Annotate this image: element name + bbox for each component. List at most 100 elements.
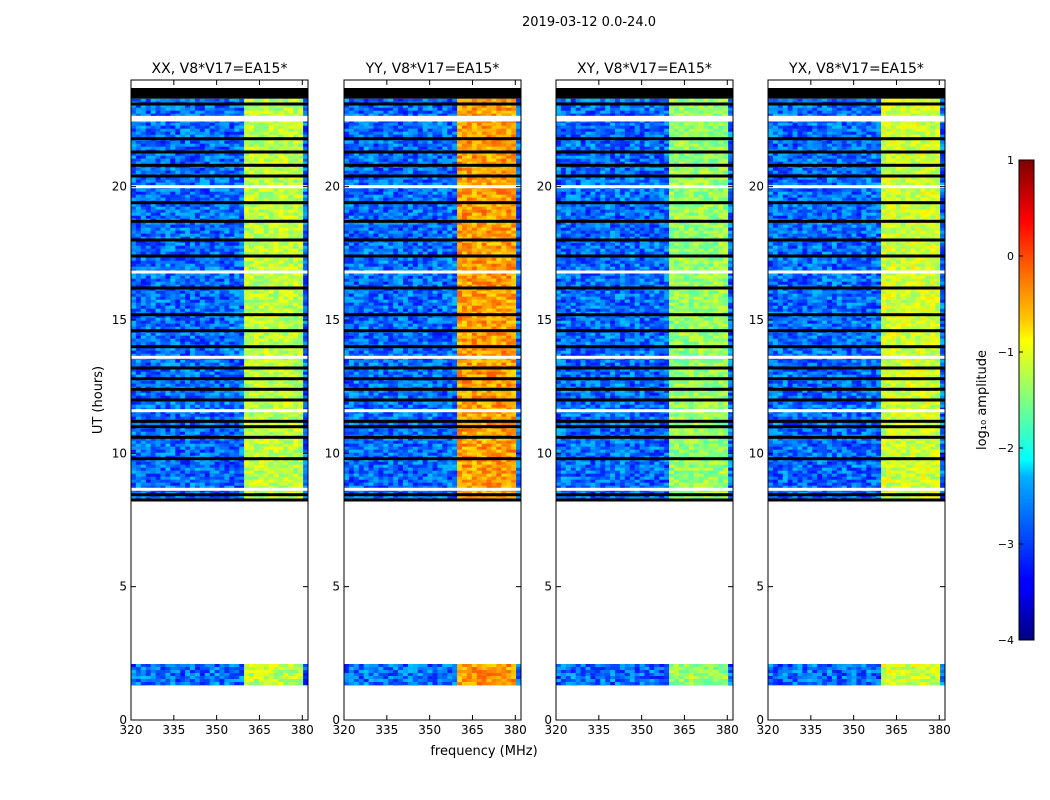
heatmap-cell xyxy=(194,263,201,267)
heatmap-cell xyxy=(298,359,304,363)
heatmap-cell xyxy=(209,335,215,339)
heatmap-cell xyxy=(253,263,260,267)
heatmap-cell xyxy=(249,176,255,180)
heatmap-cell xyxy=(155,413,161,417)
heatmap-cell xyxy=(249,392,255,396)
heatmap-cell xyxy=(160,449,166,453)
heatmap-cell xyxy=(234,140,240,144)
heatmap-cell xyxy=(268,446,274,450)
heatmap-cell xyxy=(273,317,279,321)
heatmap-cell xyxy=(258,302,264,306)
heatmap-cell xyxy=(175,299,181,303)
heatmap-cell xyxy=(303,482,309,486)
heatmap-cell xyxy=(204,416,210,420)
heatmap-cell xyxy=(258,206,264,210)
heatmap-cell xyxy=(268,203,274,207)
heatmap-cell xyxy=(288,206,294,210)
heatmap-cell xyxy=(204,667,210,671)
heatmap-cell xyxy=(180,404,186,408)
heatmap-cell xyxy=(214,194,220,198)
heatmap-cell xyxy=(160,341,166,345)
heatmap-cell xyxy=(293,275,299,279)
heatmap-cell xyxy=(140,224,146,228)
heatmap-cell xyxy=(268,272,274,276)
heatmap-cell xyxy=(288,176,294,180)
heatmap-cell xyxy=(278,230,284,234)
heatmap-cell xyxy=(175,98,181,102)
heatmap-cell xyxy=(249,320,255,324)
heatmap-cell xyxy=(239,368,245,372)
heatmap-cell xyxy=(131,350,137,354)
heatmap-cell xyxy=(165,293,171,297)
heatmap-cell xyxy=(180,98,186,102)
heatmap-cell xyxy=(224,353,230,357)
heatmap-cell xyxy=(273,380,279,384)
heatmap-cell xyxy=(268,473,274,477)
heatmap-cell xyxy=(278,134,284,138)
heatmap-cell xyxy=(194,362,201,366)
heatmap-cell xyxy=(135,188,142,192)
heatmap-cell xyxy=(239,290,245,294)
heatmap-cell xyxy=(165,368,171,372)
heatmap-cell xyxy=(204,170,210,174)
heatmap-cell xyxy=(273,314,279,318)
heatmap-cell xyxy=(180,224,186,228)
heatmap-cell xyxy=(239,302,245,306)
heatmap-cell xyxy=(268,679,274,683)
heatmap-cell xyxy=(303,452,309,456)
heatmap-cell xyxy=(268,371,274,375)
heatmap-cell xyxy=(185,371,191,375)
heatmap-cell xyxy=(135,362,142,366)
heatmap-cell xyxy=(268,374,274,378)
heatmap-cell xyxy=(273,440,279,444)
heatmap-cell xyxy=(160,470,166,474)
heatmap-cell xyxy=(224,670,230,674)
heatmap-cell xyxy=(249,479,255,483)
heatmap-cell xyxy=(165,245,171,249)
heatmap-cell xyxy=(293,128,299,132)
heatmap-cell xyxy=(229,341,235,345)
heatmap-cell xyxy=(199,227,205,231)
heatmap-cell xyxy=(160,413,166,417)
heatmap-cell xyxy=(165,353,171,357)
heatmap-cell xyxy=(190,191,196,195)
heatmap-cell xyxy=(249,155,255,159)
heatmap-cell xyxy=(185,392,191,396)
heatmap-cell xyxy=(293,176,299,180)
heatmap-cell xyxy=(145,323,151,327)
heatmap-cell xyxy=(135,278,142,282)
heatmap-cell xyxy=(140,170,146,174)
heatmap-cell xyxy=(170,146,176,150)
heatmap-cell xyxy=(185,131,191,135)
heatmap-cell xyxy=(268,215,274,219)
heatmap-cell xyxy=(219,299,225,303)
heatmap-cell xyxy=(303,212,309,216)
heatmap-cell xyxy=(303,299,309,303)
heatmap-cell xyxy=(293,404,299,408)
heatmap-cell xyxy=(303,416,309,420)
heatmap-cell xyxy=(170,302,176,306)
heatmap-cell xyxy=(229,299,235,303)
heatmap-cell xyxy=(194,332,201,336)
heatmap-cell xyxy=(199,362,205,366)
heatmap-cell xyxy=(131,125,137,129)
heatmap-cell xyxy=(258,326,264,330)
heatmap-cell xyxy=(131,374,137,378)
heatmap-cell xyxy=(249,416,255,420)
heatmap-cell xyxy=(165,257,171,261)
heatmap-cell xyxy=(131,158,137,162)
heatmap-cell xyxy=(180,188,186,192)
heatmap-cell xyxy=(185,227,191,231)
heatmap-cell xyxy=(278,413,284,417)
heatmap-cell xyxy=(288,464,294,468)
heatmap-cell xyxy=(180,320,186,324)
heatmap-cell xyxy=(263,215,269,219)
heatmap-cell xyxy=(278,326,284,330)
heatmap-cell xyxy=(185,125,191,129)
heatmap-cell xyxy=(185,470,191,474)
heatmap-cell xyxy=(145,673,151,677)
heatmap-cell xyxy=(219,194,225,198)
heatmap-cell xyxy=(204,308,210,312)
heatmap-cell xyxy=(175,467,181,471)
heatmap-cell xyxy=(253,676,260,680)
